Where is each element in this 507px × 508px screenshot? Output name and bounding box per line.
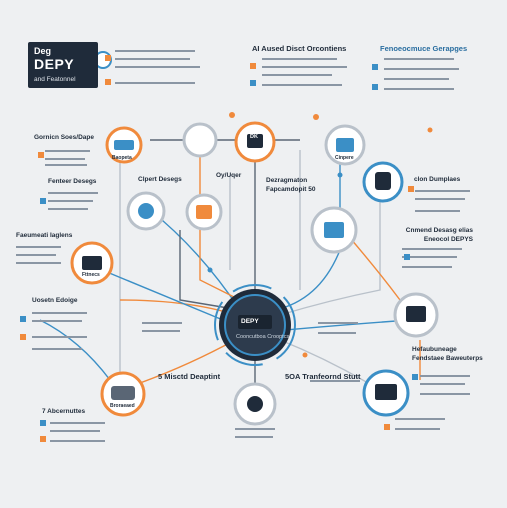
label-center-left: 5 Misctd Deaptint — [158, 372, 221, 381]
label-left-2: Fenteer Desegs — [48, 178, 97, 185]
label-mid-3: Dezragmaton Fapcamdopit 50 — [266, 177, 316, 193]
label-center-right: 5OA Tranfeornd Stutt — [285, 372, 361, 381]
header-col3-title: Fenoeocmuce Gerapges — [380, 44, 468, 53]
label-right-3: Hefaubuneage Fendstaee Baweuterps — [412, 346, 483, 362]
node-label-4: Fttnecs — [82, 272, 100, 278]
brand-title: DEPY — [34, 56, 75, 72]
label-left-3: Faeumeati Iaglens — [16, 232, 73, 239]
central-hub — [214, 284, 296, 366]
label-left-5: 7 Abcernuttes — [42, 408, 86, 415]
brand-box — [28, 42, 98, 88]
hub-sub: Cooncutboa Crooptcs — [236, 334, 290, 340]
header-col2-title: AI Aused Disct Orcontiens — [252, 44, 347, 53]
label-right-1: clon Dumplaes — [414, 176, 461, 183]
node-label-5: Broraeaed — [110, 403, 135, 409]
label-mid-1: Clpert Desegs — [138, 176, 182, 183]
label-mid-2: Oy/Uqer — [216, 172, 242, 179]
node-label-1: Baopeta — [112, 155, 132, 161]
brand-subtitle: and Featonnel — [34, 76, 76, 83]
node-label-2: DK — [250, 134, 258, 140]
brand-small: Deg — [34, 46, 52, 56]
label-left-1: Gornicn Soes/Dape — [34, 134, 94, 141]
hub-label: DEPY — [241, 318, 259, 325]
node-label-3: Cinpere — [335, 155, 354, 161]
label-left-4: Uosetn Edoige — [32, 297, 78, 304]
label-right-2: Cnmend Desasg elias Eneocol DEPYS — [405, 227, 473, 243]
